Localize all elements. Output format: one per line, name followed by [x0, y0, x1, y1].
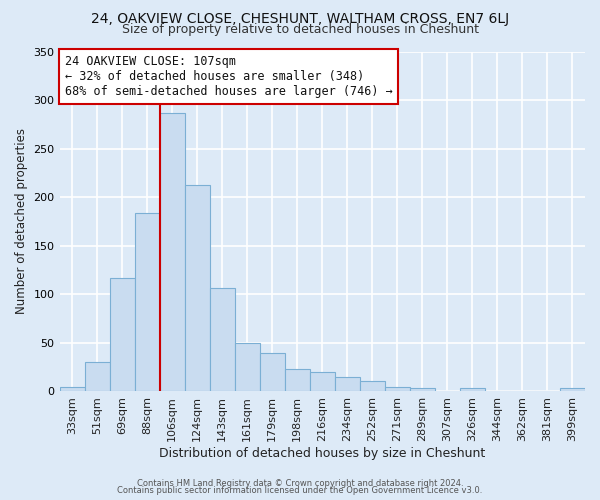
Bar — [460, 388, 485, 392]
Bar — [209, 288, 235, 392]
Text: 24 OAKVIEW CLOSE: 107sqm
← 32% of detached houses are smaller (348)
68% of semi-: 24 OAKVIEW CLOSE: 107sqm ← 32% of detach… — [65, 55, 392, 98]
Y-axis label: Number of detached properties: Number of detached properties — [15, 128, 28, 314]
Bar — [360, 381, 385, 392]
Bar — [385, 386, 410, 392]
Bar — [260, 352, 285, 392]
Bar — [285, 369, 310, 392]
Bar — [185, 184, 209, 392]
Text: Size of property relative to detached houses in Cheshunt: Size of property relative to detached ho… — [121, 22, 479, 36]
Bar — [310, 372, 335, 392]
Bar — [59, 386, 85, 392]
Bar — [410, 388, 435, 392]
Text: Contains public sector information licensed under the Open Government Licence v3: Contains public sector information licen… — [118, 486, 482, 495]
Text: Contains HM Land Registry data © Crown copyright and database right 2024.: Contains HM Land Registry data © Crown c… — [137, 478, 463, 488]
Text: 24, OAKVIEW CLOSE, CHESHUNT, WALTHAM CROSS, EN7 6LJ: 24, OAKVIEW CLOSE, CHESHUNT, WALTHAM CRO… — [91, 12, 509, 26]
Bar — [160, 112, 185, 392]
Bar — [235, 343, 260, 392]
Bar — [134, 212, 160, 392]
X-axis label: Distribution of detached houses by size in Cheshunt: Distribution of detached houses by size … — [159, 447, 485, 460]
Bar — [85, 362, 110, 392]
Bar — [560, 388, 585, 392]
Bar — [335, 377, 360, 392]
Bar — [110, 278, 134, 392]
